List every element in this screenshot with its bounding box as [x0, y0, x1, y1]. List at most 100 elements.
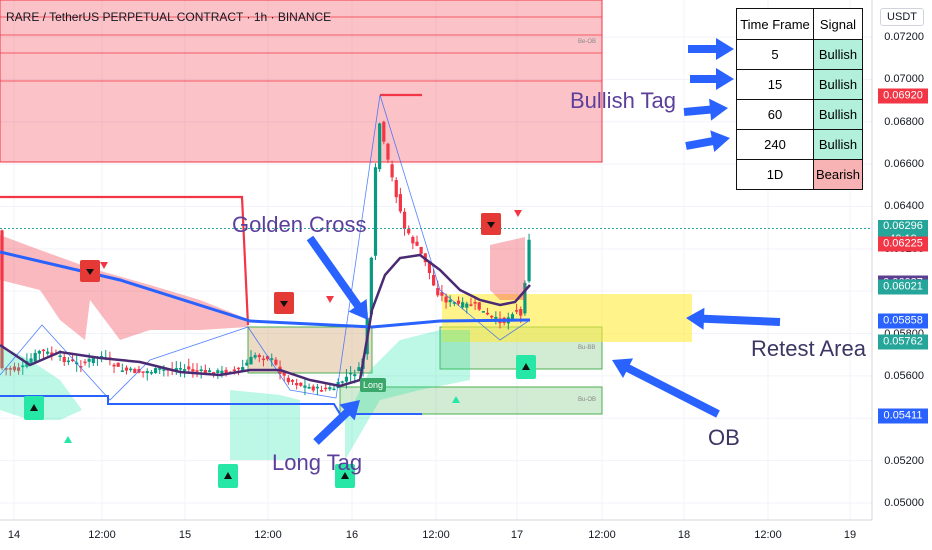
candle [282, 372, 286, 376]
candle [62, 357, 66, 363]
ob-annotation: OB [708, 425, 740, 450]
sell-small-triangle-icon [100, 262, 108, 269]
resistance-line [0, 195, 250, 326]
price-tick-label: 0.07200 [884, 31, 924, 43]
candle [299, 382, 303, 386]
candle [394, 180, 398, 198]
candle [456, 300, 461, 304]
time-tick-label: 18 [677, 529, 691, 541]
candle [369, 257, 373, 315]
candle [266, 356, 270, 360]
candle [50, 352, 54, 356]
long-signal-label: Long [360, 378, 386, 392]
long-tag-annotation: Long Tag [272, 450, 363, 475]
buy-triangle-icon [30, 404, 38, 411]
sell-triangle-icon [86, 269, 94, 275]
candle [485, 312, 490, 315]
buy-small-triangle-icon [452, 396, 460, 403]
signal-table-header: Time Frame Signal [736, 8, 863, 40]
time-tick-label: 19 [843, 529, 857, 541]
buy-triangle-icon [522, 363, 530, 370]
candle [220, 370, 224, 375]
col-timeframe: Time Frame [736, 8, 814, 40]
candle [382, 121, 386, 142]
candle [286, 377, 290, 383]
signal-cell: Bullish [813, 129, 863, 160]
candle [129, 368, 133, 371]
arrow-long-tag-icon [313, 400, 360, 445]
candle [178, 368, 183, 370]
candle [253, 355, 257, 358]
candle [344, 376, 349, 382]
candle [87, 358, 91, 362]
candle [332, 388, 336, 391]
candle [124, 367, 129, 371]
timeframe-cell: 240 [736, 129, 814, 160]
bu-ob-label: Bu-OB [578, 397, 597, 403]
candle [116, 362, 120, 367]
candle [444, 296, 448, 303]
candle [319, 390, 324, 392]
retest-area-annotation: Retest Area [751, 336, 866, 361]
candle [510, 314, 515, 320]
candle [153, 368, 158, 374]
golden-cross-box [247, 326, 373, 374]
candle [452, 302, 456, 304]
signal-cell: Bullish [813, 99, 863, 130]
buy-triangle-icon [341, 472, 349, 479]
candle [224, 369, 228, 374]
candle [17, 367, 21, 371]
candle [162, 369, 166, 371]
bullish-cloud [345, 330, 470, 460]
candle [249, 356, 253, 365]
be-ob-label: Be-OB [578, 39, 597, 45]
timeframe-cell: 1D [736, 159, 814, 190]
candle [490, 315, 494, 318]
timeframe-cell: 5 [736, 39, 814, 70]
arrow-ob-icon [612, 358, 720, 418]
buy-small-triangle-icon [64, 436, 72, 443]
candle [390, 164, 394, 178]
candle [353, 374, 357, 377]
signal-cell: Bullish [813, 39, 863, 70]
candle [411, 236, 415, 244]
candle [12, 366, 17, 371]
chart-title: RARE / TetherUS PERPETUAL CONTRACT · 1h … [6, 10, 332, 24]
candle [523, 282, 527, 314]
candle [527, 239, 531, 282]
candle [4, 368, 8, 370]
candle [33, 352, 37, 362]
candle [37, 350, 41, 354]
arrow-row-60-icon [683, 98, 728, 121]
candle [436, 288, 440, 296]
candle [21, 365, 25, 368]
price-tick-label: 0.06600 [884, 158, 924, 171]
candle [83, 361, 87, 364]
price-badge: 0.05411 [878, 408, 928, 424]
currency-selector[interactable]: USDT [880, 8, 924, 26]
candle [448, 299, 452, 303]
candle [91, 357, 95, 364]
zones-layer [0, 0, 692, 415]
table-row: 240 Bullish [736, 129, 863, 160]
candle [66, 360, 70, 363]
price-tick-label: 0.06800 [884, 115, 924, 128]
price-tick-label: 0.05200 [884, 454, 924, 467]
col-signal: Signal [813, 8, 863, 40]
golden-cross-annotation: Golden Cross [232, 212, 367, 237]
bearish-cloud [490, 237, 525, 300]
signal-cell: Bullish [813, 69, 863, 100]
candle [191, 369, 195, 372]
candle [207, 370, 212, 373]
candle [461, 302, 465, 308]
price-badge: 0.06225 [878, 236, 928, 252]
arrow-retest-area-icon [686, 307, 781, 330]
candle [183, 369, 187, 372]
candle [340, 381, 344, 383]
candle [145, 371, 149, 374]
time-tick-label: 12:00 [754, 529, 782, 541]
candle [315, 386, 319, 389]
candle [241, 367, 245, 371]
candle [465, 303, 469, 308]
